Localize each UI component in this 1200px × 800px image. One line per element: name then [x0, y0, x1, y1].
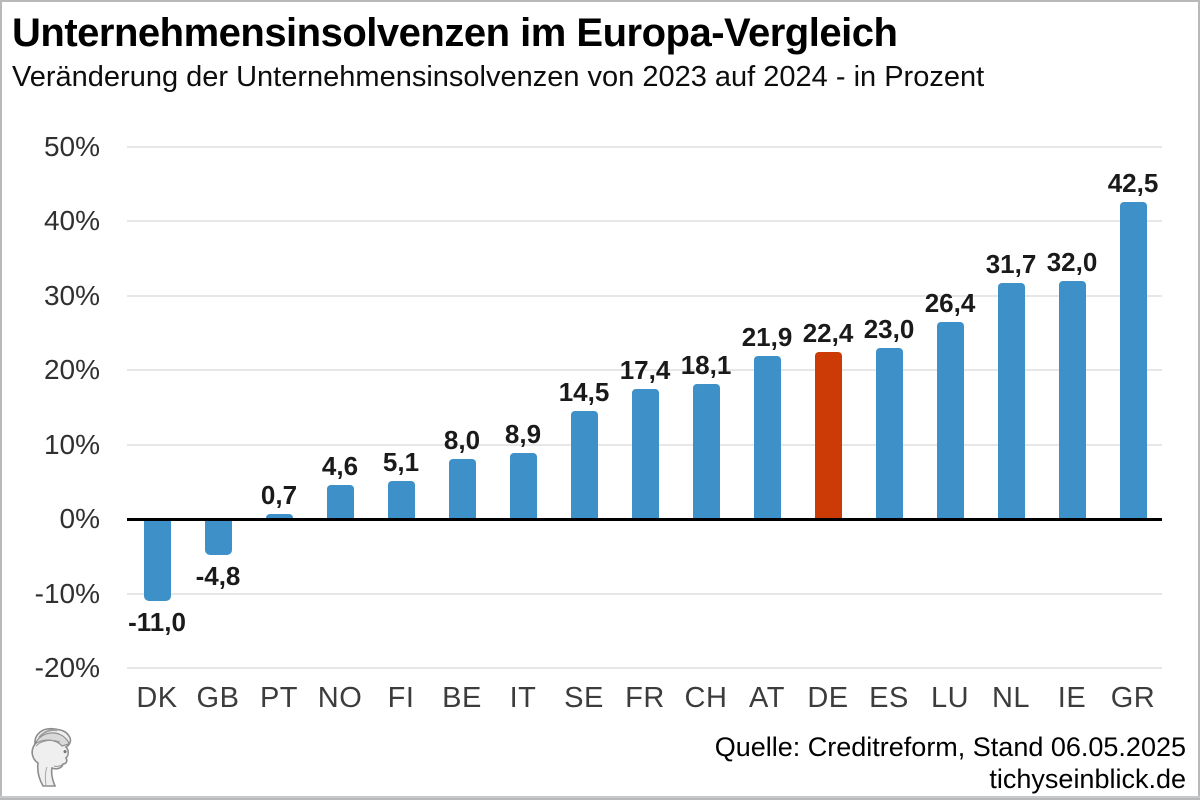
bar-BE: [448, 459, 476, 519]
bar-LU: [936, 322, 964, 519]
bar-value-label: 18,1: [680, 350, 732, 381]
bar-value-label: 8,0: [443, 425, 481, 456]
bar-value-label: -4,8: [195, 560, 241, 591]
bar-ES: [875, 347, 903, 519]
x-tick-label: LU: [930, 682, 970, 714]
y-tick-label: -20%: [34, 652, 100, 683]
y-tick-label: 40%: [43, 205, 100, 236]
site-credit: tichyseinblick.de: [989, 764, 1186, 794]
bar-value-label: 17,4: [619, 355, 671, 386]
bar-CH: [692, 384, 720, 519]
x-tick-label: SE: [564, 682, 604, 714]
x-tick-label: ES: [869, 682, 909, 714]
gridline: [127, 369, 1162, 371]
gridline: [127, 220, 1162, 222]
bar-GB: [204, 519, 232, 555]
bar-value-label: -11,0: [128, 606, 186, 637]
x-tick-label: GB: [196, 682, 240, 714]
x-tick-label: BE: [442, 682, 482, 714]
bar-FI: [387, 481, 415, 519]
x-tick-label: FI: [387, 682, 415, 714]
chart-title: Unternehmensinsolvenzen im Europa-Vergle…: [12, 11, 898, 55]
bottom-border-bar: [0, 796, 1200, 798]
chart-subtitle: Veränderung der Unternehmensinsolvenzen …: [12, 61, 985, 93]
x-tick-label: FR: [625, 682, 665, 714]
bar-DK: [143, 519, 171, 601]
x-tick-label: NL: [991, 682, 1031, 714]
bar-value-label: 42,5: [1107, 168, 1159, 199]
y-tick-label: -10%: [34, 577, 100, 609]
x-tick-label: DE: [807, 682, 849, 714]
x-tick-label: CH: [684, 682, 728, 714]
x-tick-label: IE: [1057, 682, 1087, 714]
y-tick-label: 20%: [43, 354, 100, 385]
bar-GR: [1119, 202, 1147, 519]
bar-value-label: 31,7: [985, 248, 1037, 279]
gridline: [127, 145, 1162, 148]
bar-value-label: 5,1: [382, 447, 420, 477]
bar-value-label: 8,9: [504, 418, 542, 449]
bar-AT: [753, 355, 781, 519]
gridline: [127, 592, 1162, 595]
source-note: Quelle: Creditreform, Stand 06.05.2025: [714, 732, 1186, 762]
bar-value-label: 4,6: [321, 450, 359, 481]
bar-value-label: 14,5: [558, 376, 610, 407]
bar-value-label: 26,4: [924, 288, 976, 319]
bar-SE: [570, 410, 598, 519]
bar-value-label: 0,7: [260, 479, 298, 510]
y-tick-label: 50%: [43, 130, 100, 162]
x-tick-label: NO: [317, 682, 363, 714]
bar-value-label: 32,0: [1046, 246, 1098, 277]
y-tick-label: 0%: [59, 503, 100, 534]
x-tick-label: GR: [1110, 682, 1156, 714]
zero-axis-line: [127, 517, 1162, 521]
bar-IT: [509, 452, 537, 519]
y-tick-label: 30%: [43, 279, 100, 311]
y-tick-label: 10%: [43, 428, 100, 460]
bar-DE: [814, 352, 842, 519]
bar-PT: [265, 513, 293, 519]
hermes-head-logo-icon: [31, 727, 72, 787]
x-tick-label: IT: [509, 682, 537, 714]
bar-FR: [631, 389, 659, 519]
bar-value-label: 22,4: [802, 318, 854, 349]
bar-value-label: 23,0: [863, 313, 915, 344]
bar-value-label: 21,9: [741, 321, 793, 352]
gridline: [127, 667, 1162, 669]
x-tick-label: DK: [136, 682, 178, 714]
chart-header: Unternehmensinsolvenzen im Europa-Vergle…: [12, 10, 1188, 94]
x-tick-label: PT: [259, 682, 299, 714]
bar-NO: [326, 484, 354, 519]
gridline: [127, 294, 1162, 297]
bar-NL: [997, 282, 1025, 519]
bar-IE: [1058, 280, 1086, 519]
x-tick-label: AT: [749, 682, 785, 714]
